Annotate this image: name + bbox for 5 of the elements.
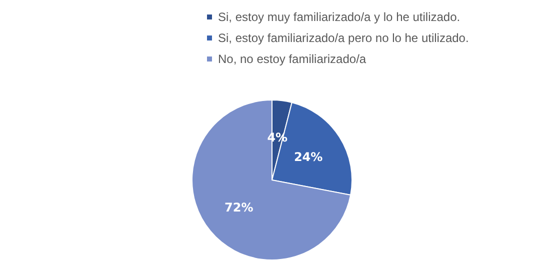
legend-label: Si, estoy familiarizado/a pero no lo he utilizado. — [218, 31, 469, 45]
legend-label: No, no estoy familiarizado/a — [218, 52, 366, 66]
data-label: 72% — [224, 200, 254, 214]
data-label: 24% — [294, 150, 323, 164]
legend-label: Si, estoy muy familiarizado/a y lo he utilizado. — [218, 10, 460, 24]
